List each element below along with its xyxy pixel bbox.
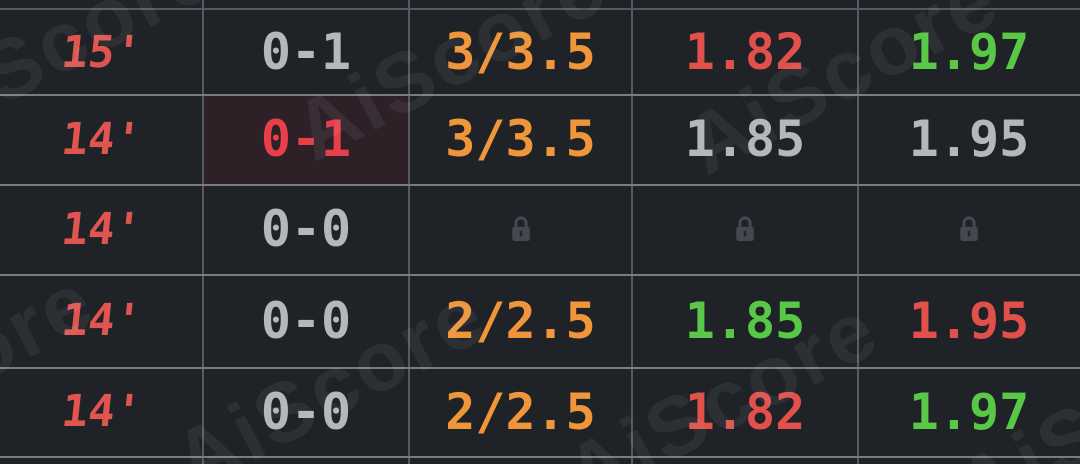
- handicap-cell: 2/2.5: [409, 274, 632, 367]
- time-text: 14': [59, 203, 144, 255]
- away-odds-text: 1.95: [908, 110, 1030, 168]
- away-odds-text: 1.97: [908, 382, 1030, 441]
- home-odds-text: 1.82: [684, 382, 806, 441]
- time-cell: 14': [0, 184, 208, 274]
- row-divider: [0, 367, 1080, 369]
- home-odds-text: 1.85: [684, 291, 806, 350]
- home-odds-cell: 1.85: [632, 94, 858, 184]
- score-cell: 0-0: [203, 184, 409, 274]
- lock-icon: [511, 216, 530, 241]
- column-divider: [408, 0, 410, 464]
- score-cell: 0-1: [203, 10, 409, 94]
- row-divider: [0, 184, 1080, 186]
- away-odds-text: 1.97: [908, 23, 1030, 81]
- home-odds-cell: 1.82: [632, 367, 858, 456]
- away-odds-cell: 1.95: [858, 94, 1080, 184]
- handicap-cell-locked: [409, 184, 632, 274]
- row-divider: [0, 456, 1080, 458]
- time-cell: 14': [0, 94, 208, 184]
- time-cell: 14': [0, 274, 208, 367]
- handicap-cell: 3/3.5: [409, 10, 632, 94]
- row-divider: [0, 8, 1080, 10]
- live-odds-table: 15' 0-1 3/3.5 1.82 1.97 14' 0-1 3/3.5 1.…: [0, 10, 1080, 456]
- time-cell: 15': [0, 10, 207, 94]
- score-text: 0-0: [260, 200, 352, 258]
- handicap-text: 3/3.5: [445, 110, 596, 168]
- time-text: 14': [59, 113, 144, 165]
- score-cell: 0-0: [203, 274, 409, 367]
- handicap-text: 2/2.5: [445, 382, 596, 441]
- time-text: 15': [59, 26, 144, 78]
- row-divider: [0, 274, 1080, 276]
- handicap-text: 3/3.5: [445, 23, 596, 81]
- score-text: 0-1: [260, 23, 352, 81]
- score-text: 0-0: [260, 291, 352, 350]
- home-odds-text: 1.82: [684, 23, 806, 81]
- handicap-cell: 3/3.5: [409, 94, 632, 184]
- handicap-cell: 2/2.5: [409, 367, 632, 456]
- away-odds-cell-locked: [858, 184, 1080, 274]
- home-odds-cell: 1.82: [632, 10, 858, 94]
- home-odds-text: 1.85: [684, 110, 806, 168]
- away-odds-cell: 1.95: [858, 274, 1080, 367]
- time-cell: 14': [0, 367, 208, 456]
- away-odds-cell: 1.97: [858, 10, 1080, 94]
- column-divider: [631, 0, 633, 464]
- handicap-text: 2/2.5: [445, 291, 596, 350]
- column-divider: [202, 0, 204, 464]
- score-text: 0-0: [260, 382, 352, 441]
- lock-icon: [960, 216, 978, 241]
- lock-icon: [736, 216, 754, 241]
- away-odds-text: 1.95: [908, 291, 1030, 350]
- time-text: 14': [59, 295, 144, 346]
- away-odds-cell: 1.97: [858, 367, 1080, 456]
- row-divider: [0, 94, 1080, 96]
- score-cell: 0-1: [203, 94, 409, 184]
- score-text: 0-1: [260, 110, 352, 168]
- score-cell: 0-0: [203, 367, 409, 456]
- home-odds-cell: 1.85: [632, 274, 858, 367]
- time-text: 14': [59, 386, 144, 437]
- home-odds-cell-locked: [632, 184, 858, 274]
- column-divider: [857, 0, 859, 464]
